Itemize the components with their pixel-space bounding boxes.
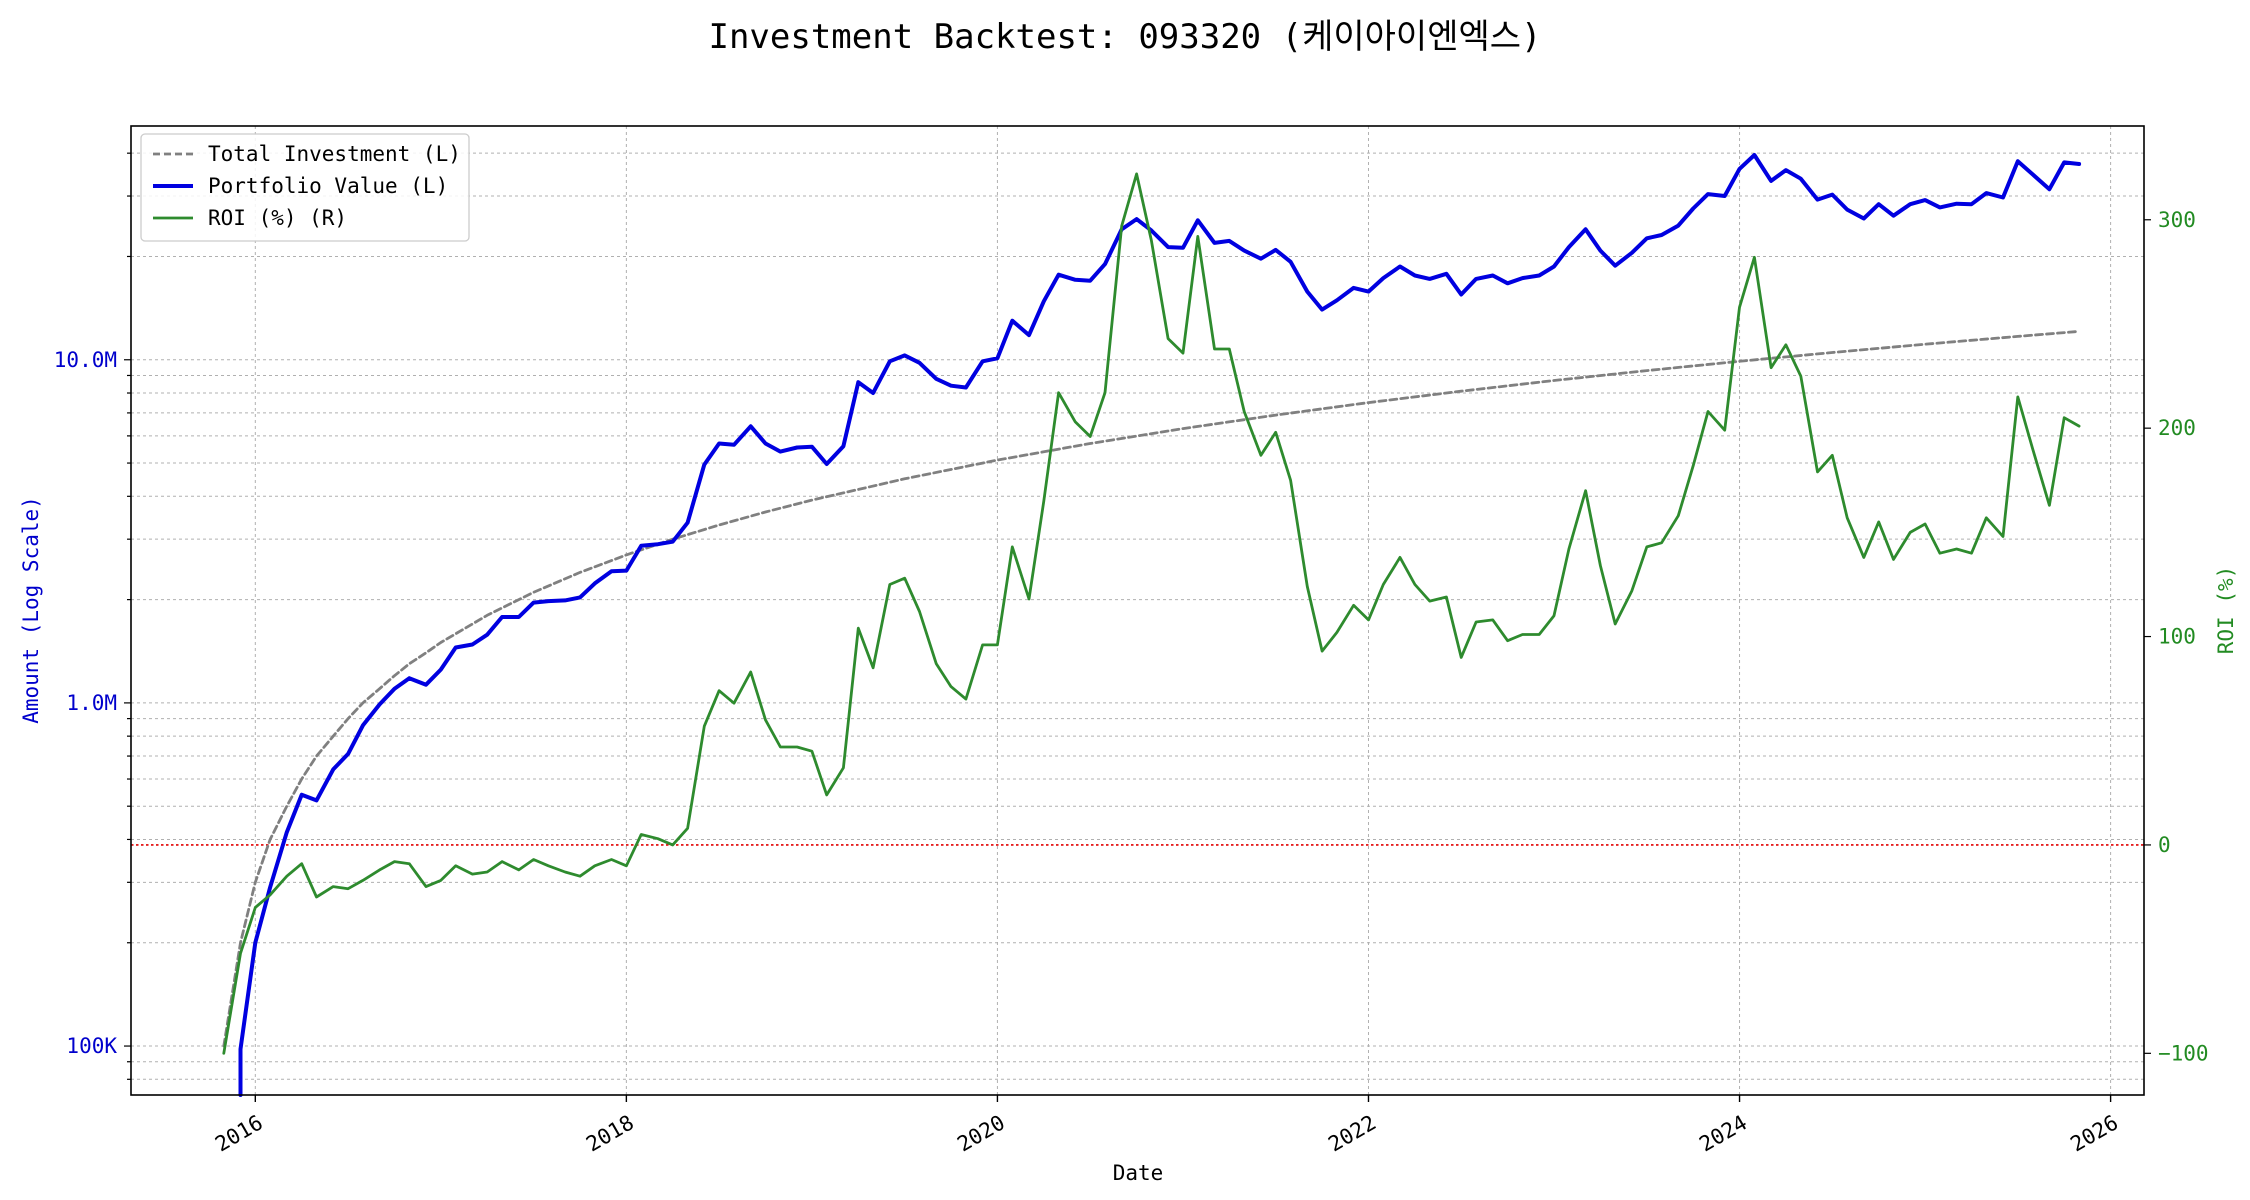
plot-frame — [130, 125, 2145, 1096]
legend: Total Investment (L) Portfolio Value (L)… — [140, 133, 470, 242]
y-right-tick-label: −100 — [2158, 1041, 2209, 1065]
legend-label-roi: ROI (%) (R) — [208, 206, 347, 230]
y-right-tick-label: 300 — [2158, 208, 2196, 232]
chart-title: Investment Backtest: 093320 (케이아이엔엑스) — [708, 17, 1541, 57]
total-investment-line — [222, 329, 2081, 1048]
y-right-tick-label: 0 — [2158, 833, 2171, 857]
y-left-tick-label: 10.0M — [54, 348, 117, 372]
x-axis-label: Date — [1113, 1161, 1164, 1185]
portfolio-value-line — [238, 153, 2082, 1097]
y-left-tick-label: 1.0M — [66, 691, 117, 715]
legend-label-portfolio-value: Portfolio Value (L) — [208, 174, 448, 198]
roi-line — [222, 172, 2081, 1055]
right-y-axis-label: ROI (%) — [2214, 566, 2238, 655]
left-y-axis-label: Amount (Log Scale) — [19, 496, 43, 724]
legend-box — [140, 133, 470, 242]
y-left-tick-label: 100K — [66, 1034, 117, 1058]
legend-label-total-investment: Total Investment (L) — [208, 142, 461, 166]
y-right-tick-label: 100 — [2158, 625, 2196, 649]
y-right-tick-label: 200 — [2158, 416, 2196, 440]
series-layer — [222, 153, 2082, 1097]
